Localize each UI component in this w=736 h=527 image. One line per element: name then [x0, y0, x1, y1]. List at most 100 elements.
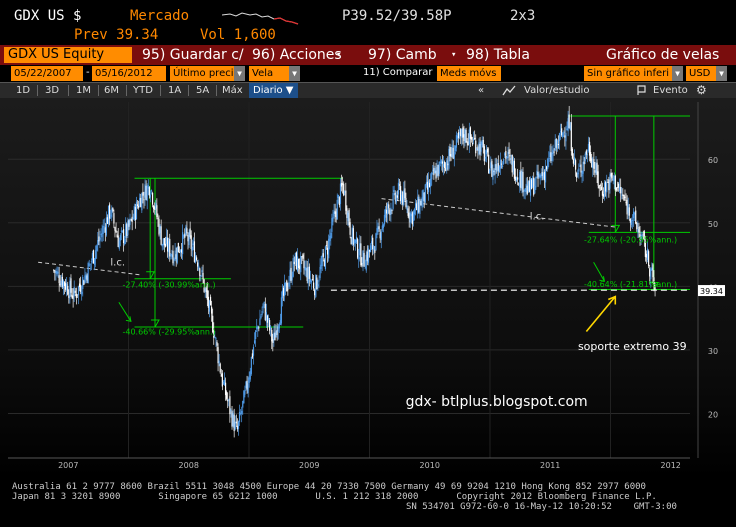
tab-daily[interactable]: Diario ▼ — [249, 83, 298, 98]
table-button[interactable]: 98) Tabla — [466, 47, 530, 63]
candle-body — [493, 171, 495, 172]
lower-chart-select[interactable]: Sin gráfico inferi — [584, 66, 672, 81]
candle-body — [76, 294, 79, 296]
candle-body — [219, 363, 221, 373]
candle-body — [547, 158, 549, 170]
candle-body — [456, 135, 459, 139]
candle-body — [118, 240, 120, 249]
chevron-down-icon[interactable]: ▼ — [289, 66, 300, 81]
candle-body — [99, 237, 101, 240]
candle-body — [335, 211, 337, 218]
candle-body — [489, 169, 491, 174]
value-study-button[interactable]: Valor/estudio — [524, 85, 590, 96]
security-field[interactable]: GDX US Equity — [4, 47, 132, 63]
candle-body — [437, 165, 439, 176]
candle-body — [349, 222, 351, 235]
candle-body — [379, 232, 381, 239]
candle-body — [287, 289, 289, 291]
price-field-select[interactable]: Último preci — [170, 66, 234, 81]
candle-body — [530, 179, 533, 190]
candle-body — [639, 234, 641, 241]
candle-body — [154, 206, 156, 210]
candle-body — [535, 176, 537, 188]
tab-max[interactable]: Máx — [222, 85, 243, 96]
footer-line-3: SN 534701 G972-60-0 16-May-12 10:20:52 G… — [406, 502, 677, 512]
candle-body — [186, 228, 188, 234]
tab-1a[interactable]: 1A — [168, 85, 182, 96]
candle-body — [422, 189, 424, 201]
moving-avg-button[interactable]: Meds móvs — [437, 66, 501, 81]
candle-body — [430, 178, 432, 187]
candle-body — [317, 284, 319, 287]
line-chart-icon — [502, 85, 516, 96]
candle-body — [291, 276, 293, 281]
compare-button[interactable]: 11) Comparar — [363, 67, 433, 78]
candlestick-chart[interactable]: 2030405060200720082009201020112012l.c.l.… — [0, 98, 736, 478]
candle-body — [463, 134, 465, 142]
chart-type-select[interactable]: Vela — [249, 66, 289, 81]
candle-body — [565, 132, 567, 142]
footer-line-2: Japan 81 3 3201 8900 Singapore 65 6212 1… — [12, 492, 657, 502]
tab-5a[interactable]: 5A — [196, 85, 210, 96]
candle-body — [145, 185, 147, 200]
candle-body — [348, 209, 350, 225]
candle-body — [536, 170, 538, 176]
candle-body — [114, 227, 116, 231]
tab-6m[interactable]: 6M — [104, 85, 119, 96]
chevron-down-icon[interactable]: ▼ — [672, 66, 683, 81]
tab-1m[interactable]: 1M — [76, 85, 91, 96]
candle-body — [176, 246, 178, 263]
candle-body — [64, 283, 67, 290]
candle-body — [518, 183, 520, 185]
candle-body — [182, 232, 184, 255]
tab-ytd[interactable]: YTD — [133, 85, 153, 96]
candle-body — [469, 127, 471, 139]
candle-body — [337, 195, 339, 199]
end-date-field[interactable]: 05/16/2012 — [92, 66, 166, 81]
tab-3d[interactable]: 3D — [45, 85, 60, 96]
chevron-down-icon[interactable]: ▼ — [716, 66, 727, 81]
candle-body — [583, 161, 585, 165]
candle-body — [213, 329, 215, 338]
green-arrow — [593, 261, 605, 282]
candle-body — [466, 141, 468, 143]
candle-body — [383, 214, 386, 225]
currency-select[interactable]: USD — [686, 66, 716, 81]
candle-body — [185, 226, 187, 235]
candle-body — [428, 182, 431, 188]
actions-menu[interactable]: 96) Acciones — [252, 47, 342, 63]
gear-icon[interactable]: ⚙ — [696, 83, 707, 97]
bid-ask-label: P39.52/39.58P — [342, 8, 452, 24]
candle-body — [308, 266, 310, 279]
candle-body — [195, 257, 198, 260]
candle-body — [295, 252, 298, 270]
candle-body — [96, 245, 98, 251]
candle-body — [322, 253, 324, 257]
event-button[interactable]: Evento — [653, 85, 688, 96]
candle-body — [412, 211, 415, 222]
candle-body — [478, 142, 480, 154]
candle-body — [603, 182, 606, 198]
candle-body — [381, 225, 383, 230]
candle-body — [651, 267, 653, 271]
candle-body — [552, 149, 554, 155]
candle-body — [477, 146, 479, 151]
candle-body — [525, 183, 527, 192]
candle-body — [328, 238, 330, 259]
collapse-icon[interactable]: « — [478, 85, 485, 96]
candle-body — [546, 166, 548, 170]
tab-1d[interactable]: 1D — [16, 85, 31, 96]
candle-body — [406, 205, 408, 211]
change-menu[interactable]: 97) Camb — [368, 47, 437, 63]
candle-body — [206, 290, 208, 300]
candle-body — [236, 425, 238, 430]
start-date-field[interactable]: 05/22/2007 — [11, 66, 83, 81]
candle-body — [522, 171, 524, 193]
candle-body — [253, 340, 256, 344]
save-button[interactable]: 95) Guardar c/ — [142, 47, 244, 63]
candle-body — [585, 150, 587, 155]
candle-body — [54, 270, 56, 273]
candle-body — [652, 264, 654, 278]
candle-body — [307, 266, 309, 284]
chevron-down-icon[interactable]: ▼ — [234, 66, 245, 81]
